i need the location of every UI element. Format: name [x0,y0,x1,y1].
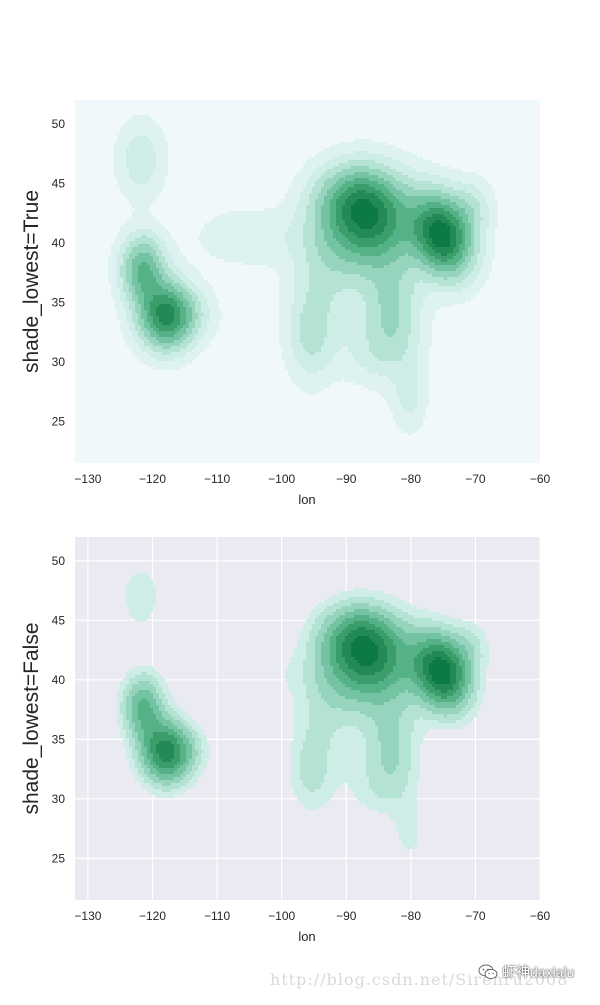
x-tick-label: −60 [530,472,551,486]
x-tick-label: −130 [74,472,101,486]
y-axis-title: shade_lowest=True [20,190,43,373]
x-tick-label: −100 [268,472,295,486]
chart-panel-1: −130 −120 −110 −100 −90 −80 −70 −60 25 30 35 40 45 50… [20,100,551,507]
x-tick-label: −80 [401,909,422,923]
x-tick-label: −60 [530,909,551,923]
density-contours [117,573,489,849]
y-tick-label: 25 [52,851,66,865]
x-tick-label: −120 [139,909,166,923]
x-tick-label: −110 [204,472,230,486]
x-tick-label: −100 [268,909,295,923]
x-tick-label: −120 [139,472,166,486]
x-tick-label: −110 [204,909,230,923]
chart-panel-2: −130 −120 −110 −100 −90 −80 −70 −60 25 30 35 40 45 50… [20,537,551,944]
y-tick-label: 45 [52,176,66,190]
watermark-brand: 虾神daxialu [478,962,574,982]
y-tick-label: 25 [52,414,66,428]
y-tick-label: 30 [52,792,66,806]
x-tick-label: −90 [336,909,357,923]
y-tick-label: 35 [52,295,66,309]
x-tick-label: −90 [336,472,357,486]
x-tick-label: −70 [465,909,486,923]
density-contours [108,115,498,436]
contour-level-8 [156,190,456,325]
y-axis-title: shade_lowest=False [20,622,43,814]
contour-level-8 [156,627,456,762]
y-tick-label: 40 [52,236,66,250]
x-tick-label: −70 [465,472,486,486]
y-tick-label: 50 [52,117,66,131]
y-tick-label: 30 [52,355,66,369]
x-tick-label: −130 [74,909,101,923]
watermark-brand-text: 虾神daxialu [502,964,575,980]
x-tick-label: −80 [401,472,422,486]
wechat-icon [478,964,498,980]
x-axis-title: lon [298,929,315,944]
y-tick-label: 50 [52,554,66,568]
y-tick-label: 35 [52,732,66,746]
x-axis-title: lon [298,492,315,507]
y-tick-label: 40 [52,673,66,687]
contour-level-9 [351,636,450,684]
y-tick-label: 45 [52,613,66,627]
contour-level-9 [351,199,450,247]
